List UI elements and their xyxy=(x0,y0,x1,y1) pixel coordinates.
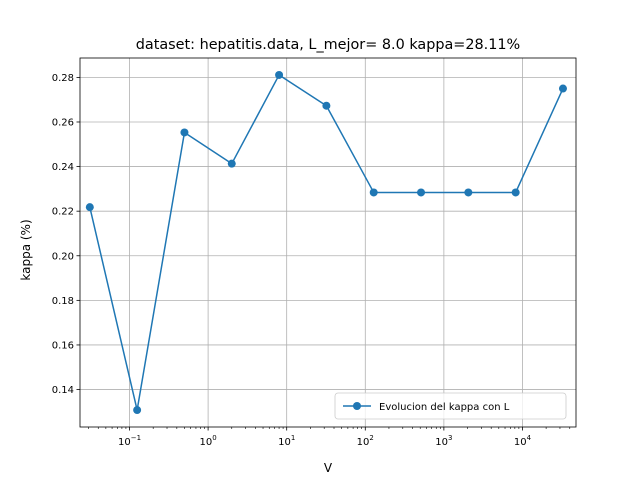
data-point xyxy=(227,159,236,168)
data-point xyxy=(464,188,473,197)
data-point xyxy=(133,406,142,415)
legend-box xyxy=(334,392,567,420)
x-tick-label: 102 xyxy=(357,434,374,448)
y-tick-label: 0.14 xyxy=(52,385,74,396)
plot-area xyxy=(85,70,567,415)
legend-marker xyxy=(353,402,361,410)
x-tick-label: 10−1 xyxy=(118,434,141,448)
chart-title: dataset: hepatitis.data, L_mejor= 8.0 ka… xyxy=(136,37,521,53)
x-tick-label: 104 xyxy=(514,434,532,448)
data-point xyxy=(85,203,94,212)
y-tick-label: 0.28 xyxy=(52,73,74,84)
grid xyxy=(80,58,576,427)
data-point xyxy=(369,188,378,197)
data-point xyxy=(511,188,520,197)
y-axis-label: kappa (%) xyxy=(19,219,33,280)
x-axis-label: V xyxy=(324,461,333,475)
data-point xyxy=(558,84,567,93)
data-point xyxy=(322,101,331,110)
legend: Evolucion del kappa con L xyxy=(334,392,567,420)
y-tick-label: 0.20 xyxy=(52,251,74,262)
y-tick-label: 0.24 xyxy=(52,162,74,173)
data-point xyxy=(275,70,284,79)
x-tick-label: 101 xyxy=(278,434,295,448)
y-tick-label: 0.22 xyxy=(52,207,74,218)
data-point xyxy=(180,128,189,137)
x-tick-label: 103 xyxy=(435,434,452,448)
x-tick-label: 100 xyxy=(200,434,217,448)
data-point xyxy=(417,188,426,197)
axes-frame xyxy=(79,57,577,428)
y-tick-label: 0.26 xyxy=(52,117,74,128)
y-tick-label: 0.18 xyxy=(52,296,74,307)
axes: 10−1 100 101 102 103 104 0.14 0.16 0.18 0.20 0.22 0… xyxy=(52,57,577,448)
legend-label: Evolucion del kappa con L xyxy=(379,402,510,413)
y-tick-label: 0.16 xyxy=(52,340,74,351)
